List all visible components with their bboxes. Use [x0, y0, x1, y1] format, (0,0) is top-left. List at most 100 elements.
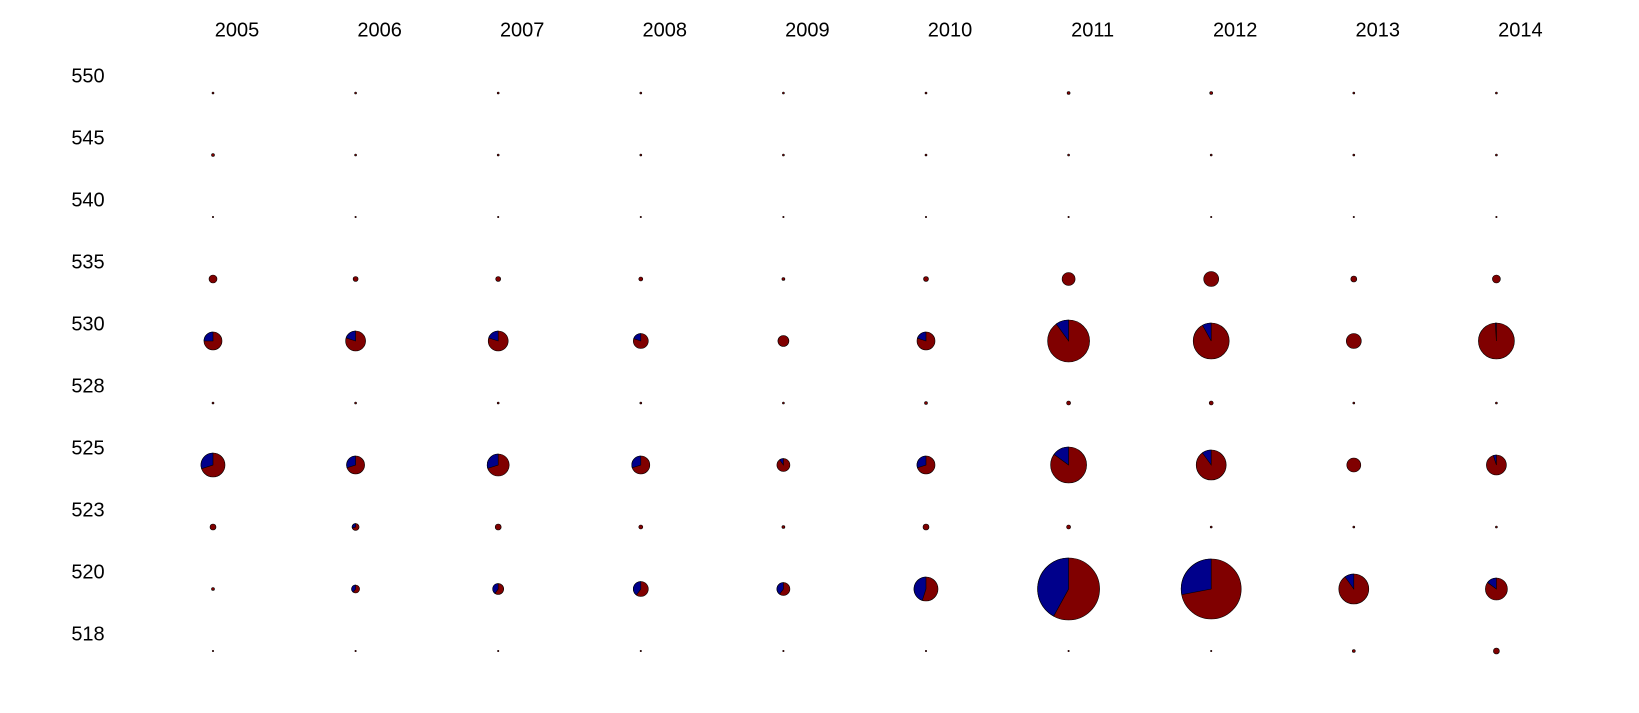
column-label: 2013: [1356, 19, 1401, 41]
pie-slice: [211, 587, 215, 591]
pie-slice: [924, 215, 928, 219]
pie-slice: [916, 455, 927, 469]
pie-slice: [633, 581, 642, 596]
pie-slice: [354, 153, 357, 157]
pie-slice: [354, 649, 357, 653]
pie-slice: [1067, 649, 1070, 653]
pie-slice: [352, 276, 359, 282]
pie-slice: [1493, 647, 1500, 655]
pie-slice: [923, 276, 929, 282]
column-label: 2005: [215, 19, 260, 41]
pie-slice: [1202, 322, 1212, 342]
pie-slice: [782, 91, 785, 95]
pie-slice: [1495, 153, 1498, 157]
pie-slice: [496, 91, 500, 95]
row-label: 523: [71, 499, 104, 521]
column-label: 2012: [1213, 19, 1258, 41]
pie-slice: [354, 401, 357, 405]
pie-slice: [1494, 322, 1497, 342]
pie-slice: [497, 649, 500, 653]
pie-slice: [924, 91, 928, 95]
pie-slice: [924, 649, 928, 653]
pie-slice: [777, 335, 790, 347]
pie-slice: [779, 458, 784, 466]
pie-slice: [1346, 457, 1362, 473]
pie-slice: [1495, 401, 1498, 405]
pie-slice: [782, 649, 785, 653]
pie-slice: [211, 153, 215, 157]
pie-slice: [203, 331, 214, 342]
pie-slice: [776, 582, 784, 595]
pie-slice: [1055, 319, 1069, 342]
pie-slice: [1495, 525, 1498, 529]
pie-slice: [922, 523, 930, 531]
pie-slice: [781, 525, 786, 529]
pie-slice: [351, 584, 356, 593]
pie-slice: [488, 330, 499, 342]
pie-slice: [1066, 524, 1071, 530]
pie-slice: [1352, 91, 1356, 95]
pie-slice: [1209, 525, 1213, 529]
pie-slice: [351, 523, 356, 529]
pie-slice: [638, 276, 644, 282]
pie-slice: [208, 274, 218, 284]
column-label: 2011: [1071, 19, 1114, 41]
row-label: 530: [71, 313, 104, 335]
pie-slice: [913, 576, 927, 601]
pie-slice: [211, 401, 215, 405]
pie-slice: [211, 649, 215, 653]
pie-slice: [1209, 91, 1213, 95]
pie-slice: [639, 401, 643, 405]
pie-slice: [495, 276, 502, 282]
pie-slice: [211, 91, 215, 95]
row-label: 550: [71, 65, 104, 87]
pie-slice: [209, 523, 217, 531]
pie-slice: [638, 524, 644, 530]
pie-slice: [345, 330, 356, 342]
column-label: 2010: [928, 19, 973, 41]
pie-slice: [924, 401, 928, 405]
pie-slice: [924, 153, 928, 157]
pie-slice: [633, 333, 642, 342]
pie-slice: [1495, 91, 1498, 95]
pie-slice: [486, 453, 499, 469]
row-label: 545: [71, 127, 104, 149]
pie-slice: [1350, 275, 1358, 283]
pie-slice: [1344, 573, 1355, 590]
pie-slice: [1492, 274, 1501, 284]
column-label: 2007: [500, 19, 545, 41]
column-label: 2014: [1498, 19, 1543, 41]
pie-slice: [354, 215, 357, 219]
pie-slice: [200, 452, 214, 470]
pie-slice: [492, 583, 499, 594]
pie-slice: [1352, 401, 1356, 405]
pie-slice: [782, 153, 785, 157]
row-label: 540: [71, 189, 104, 211]
pie-slice: [1209, 153, 1213, 157]
pie-slice: [639, 649, 642, 653]
pie-slice: [639, 215, 642, 219]
pie-slice: [346, 455, 356, 469]
pie-slice: [639, 91, 643, 95]
pie-slice: [917, 331, 927, 342]
pie-slice: [639, 153, 643, 157]
pie-slice: [1210, 215, 1213, 219]
pie-slice: [782, 401, 785, 405]
pie-slice: [1053, 446, 1069, 466]
pie-slice: [1210, 649, 1213, 653]
column-label: 2006: [357, 19, 402, 41]
pie-slice: [1492, 454, 1497, 466]
pie-slice: [1346, 333, 1362, 349]
row-label: 525: [71, 437, 104, 459]
pie-slice: [1180, 558, 1212, 595]
pie-slice: [1201, 449, 1212, 466]
column-label: 2008: [643, 19, 688, 41]
pie-slice: [1067, 153, 1070, 157]
pie-slice: [1352, 525, 1356, 529]
pie-slice: [496, 401, 500, 405]
pie-slice: [1037, 557, 1069, 617]
pie-slice: [781, 277, 786, 281]
pie-slice: [1208, 400, 1214, 406]
row-label: 518: [71, 623, 104, 645]
